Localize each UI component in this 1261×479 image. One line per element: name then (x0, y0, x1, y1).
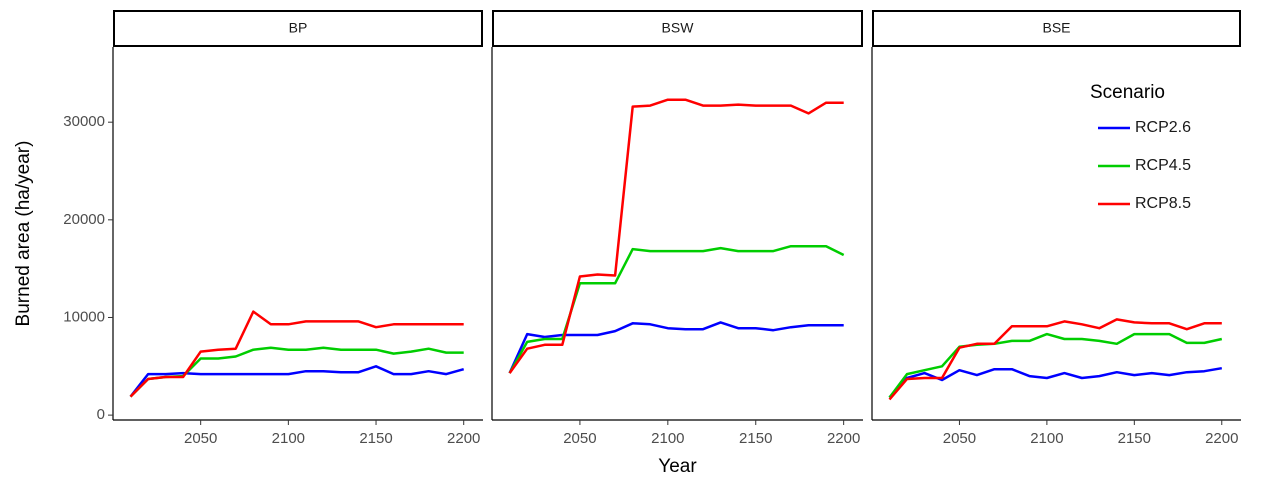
x-tick-label: 2100 (1030, 430, 1063, 447)
x-tick-label: 2200 (1205, 430, 1238, 447)
facet-title: BSW (662, 20, 695, 36)
facet-title: BSE (1042, 20, 1070, 36)
x-tick-label: 2200 (447, 430, 480, 447)
x-tick-label: 2150 (1118, 430, 1151, 447)
series-line (129, 310, 464, 398)
legend-label: RCP4.5 (1135, 157, 1191, 174)
x-tick-label: 2100 (272, 430, 305, 447)
facet-strip (492, 10, 863, 47)
series-line (129, 365, 465, 398)
legend-label: RCP8.5 (1135, 195, 1191, 212)
y-tick-label: 10000 (63, 308, 105, 325)
y-axis-title: Burned area (ha/year) (13, 141, 34, 327)
facet-strip (113, 10, 483, 47)
facet-title: BP (289, 20, 308, 36)
facet-strip (872, 10, 1241, 47)
x-tick-label: 2150 (739, 430, 772, 447)
series-line (888, 366, 1223, 399)
y-tick-label: 30000 (63, 113, 105, 130)
series-line (508, 98, 844, 374)
series-line (508, 244, 845, 374)
y-tick-label: 0 (97, 406, 105, 423)
series-line (888, 332, 1223, 399)
y-tick-label: 20000 (63, 211, 105, 228)
series-line (888, 318, 1222, 401)
legend-label: RCP2.6 (1135, 119, 1191, 136)
x-tick-label: 2050 (943, 430, 976, 447)
legend-title: Scenario (1090, 82, 1165, 103)
series-line (508, 321, 844, 374)
x-tick-label: 2050 (563, 430, 596, 447)
x-tick-label: 2200 (827, 430, 860, 447)
x-tick-label: 2100 (651, 430, 684, 447)
x-tick-label: 2050 (184, 430, 217, 447)
x-axis-title: Year (658, 456, 697, 477)
x-tick-label: 2150 (359, 430, 392, 447)
